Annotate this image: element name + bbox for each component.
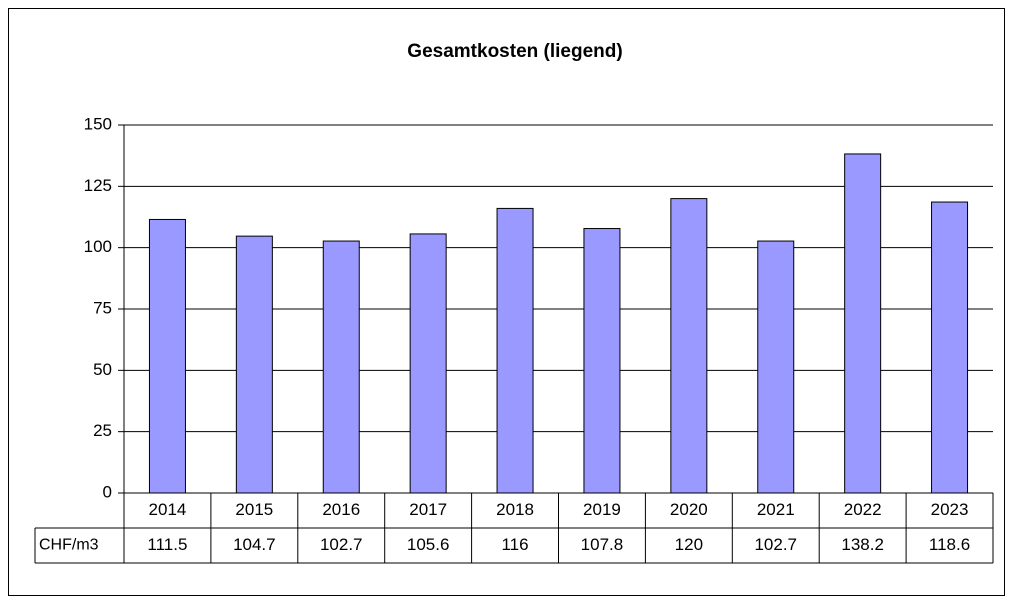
x-tick-label: 2019 <box>583 500 621 519</box>
table-value: 107.8 <box>581 535 624 554</box>
bar <box>322 240 360 494</box>
x-tick-label: 2014 <box>149 500 187 519</box>
y-tick-label: 0 <box>103 482 112 501</box>
x-tick-label: 2017 <box>409 500 447 519</box>
table-value: 102.7 <box>320 535 363 554</box>
bar <box>844 153 882 494</box>
x-tick-label: 2018 <box>496 500 534 519</box>
bar <box>931 201 969 494</box>
table-value: 102.7 <box>754 535 797 554</box>
x-tick-label: 2016 <box>322 500 360 519</box>
x-tick-label: 2023 <box>931 500 969 519</box>
x-tick-label: 2015 <box>235 500 273 519</box>
table-value: 116 <box>501 535 528 554</box>
bar <box>583 228 621 494</box>
y-tick-label: 50 <box>93 360 112 379</box>
table-value: 120 <box>675 535 703 554</box>
bar <box>496 207 534 494</box>
chart-title: Gesamtkosten (liegend) <box>407 41 622 62</box>
table-value: 118.6 <box>929 535 970 554</box>
y-tick-label: 25 <box>93 421 112 440</box>
y-tick-label: 150 <box>84 114 112 133</box>
table-value: 104.7 <box>233 535 276 554</box>
x-tick-label: 2022 <box>844 500 882 519</box>
bar <box>409 233 447 494</box>
bar <box>670 198 708 494</box>
y-tick-label: 100 <box>84 237 112 256</box>
y-tick-label: 125 <box>84 176 112 195</box>
x-tick-label: 2020 <box>670 500 708 519</box>
bar <box>148 218 186 494</box>
y-tick-label: 75 <box>93 298 112 317</box>
legend-label: CHF/m3 <box>39 537 99 554</box>
table-value: 111.5 <box>147 535 187 554</box>
bar <box>235 235 273 494</box>
table-value: 105.6 <box>407 535 450 554</box>
table-value: 138.2 <box>841 535 884 554</box>
x-tick-label: 2021 <box>757 500 795 519</box>
bar <box>757 240 795 494</box>
